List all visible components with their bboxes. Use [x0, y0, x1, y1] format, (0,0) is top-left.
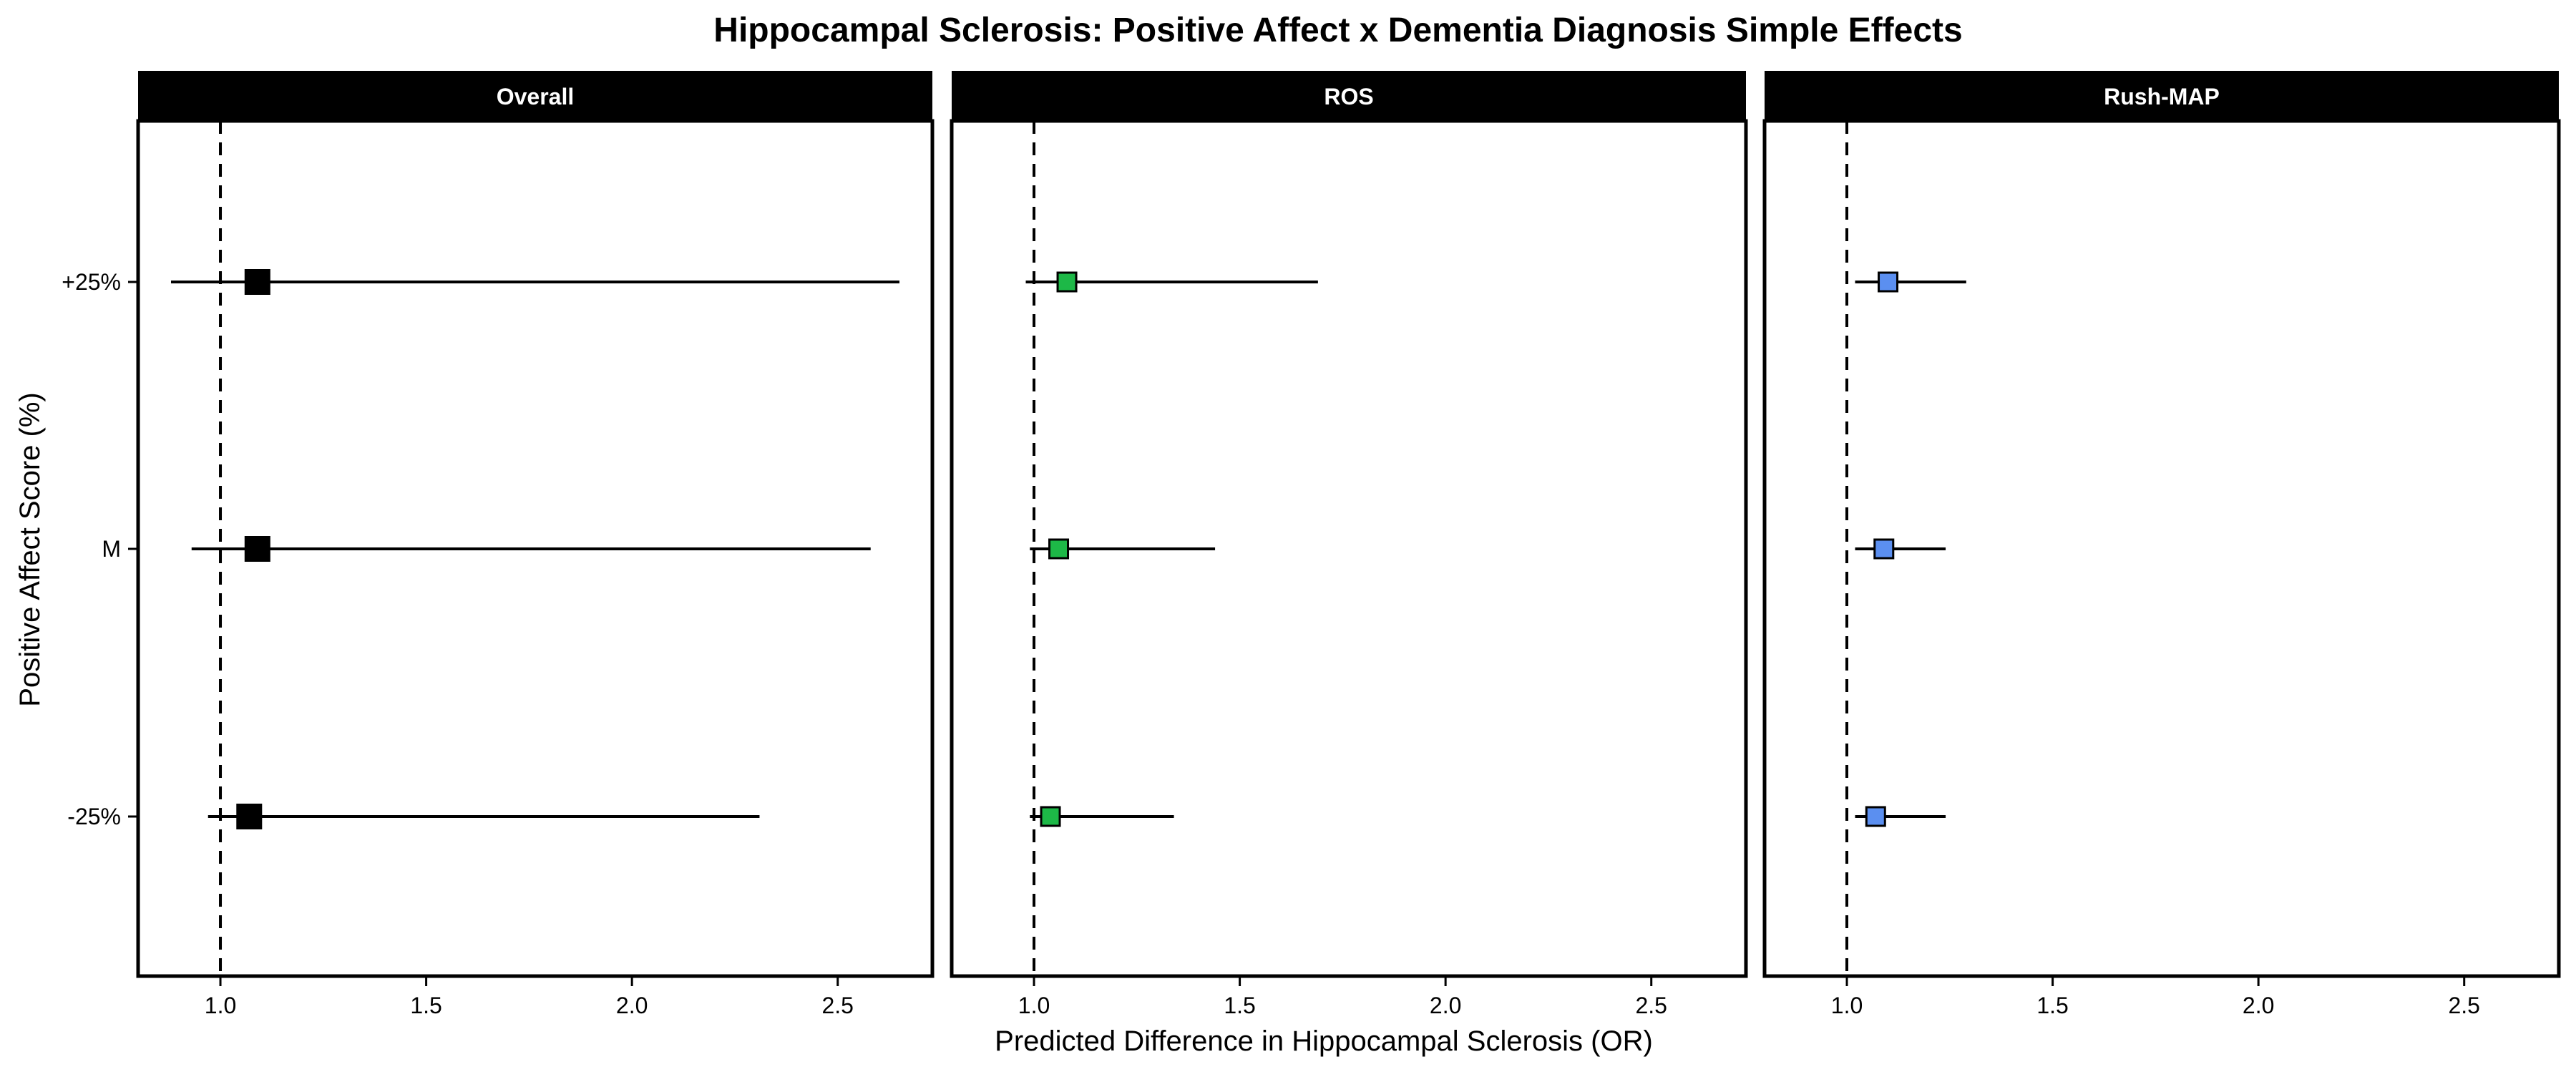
- point-estimate: [1873, 538, 1895, 560]
- panel-strip: [138, 71, 932, 121]
- y-axis-label: Positive Affect Score (%): [14, 392, 46, 706]
- point-estimate: [1056, 271, 1078, 293]
- point-estimate: [236, 804, 263, 829]
- panel-strip-label: Rush-MAP: [2104, 84, 2220, 109]
- x-tick-label: 1.5: [410, 993, 441, 1018]
- x-tick-label: 1.0: [1831, 993, 1863, 1018]
- point-estimate: [1865, 806, 1886, 827]
- panel-border: [1762, 119, 2561, 978]
- panel-strip-label: ROS: [1324, 84, 1373, 109]
- x-tick-label: 2.5: [821, 993, 853, 1018]
- x-tick-label: 2.0: [2243, 993, 2274, 1018]
- point-estimate: [1048, 538, 1070, 560]
- point-estimate: [1878, 271, 1899, 293]
- x-tick-label: 2.5: [2448, 993, 2479, 1018]
- x-tick-label: 1.5: [1224, 993, 1255, 1018]
- y-tick-label: +25%: [62, 269, 121, 295]
- panel-border: [950, 119, 1748, 978]
- point-estimate: [244, 269, 270, 295]
- x-tick-label: 2.0: [616, 993, 648, 1018]
- panel-strip: [952, 71, 1746, 121]
- panel-1: ROS 1.0 1.5 2.0 2.5: [950, 71, 1748, 1018]
- x-tick-label: 1.0: [205, 993, 236, 1018]
- x-tick-label: 1.5: [2036, 993, 2068, 1018]
- y-axis: +25% M -25%: [62, 269, 138, 829]
- panel-strip: [1765, 71, 2559, 121]
- point-estimate: [244, 536, 270, 562]
- x-tick-label: 2.0: [1430, 993, 1461, 1018]
- y-tick-label: -25%: [67, 804, 121, 829]
- x-axis-label: Predicted Difference in Hippocampal Scle…: [995, 1025, 1653, 1057]
- point-estimate: [1040, 806, 1061, 827]
- x-tick-label: 1.0: [1018, 993, 1050, 1018]
- panel-0: Overall 1.0 1.5 2.0 2.5: [136, 71, 935, 1018]
- panel-strip-label: Overall: [497, 84, 575, 109]
- chart-title: Hippocampal Sclerosis: Positive Affect x…: [713, 11, 1962, 49]
- panel-2: Rush-MAP 1.0 1.5 2.0 2.5: [1762, 71, 2561, 1018]
- y-tick-label: M: [102, 536, 121, 562]
- x-tick-label: 2.5: [1635, 993, 1667, 1018]
